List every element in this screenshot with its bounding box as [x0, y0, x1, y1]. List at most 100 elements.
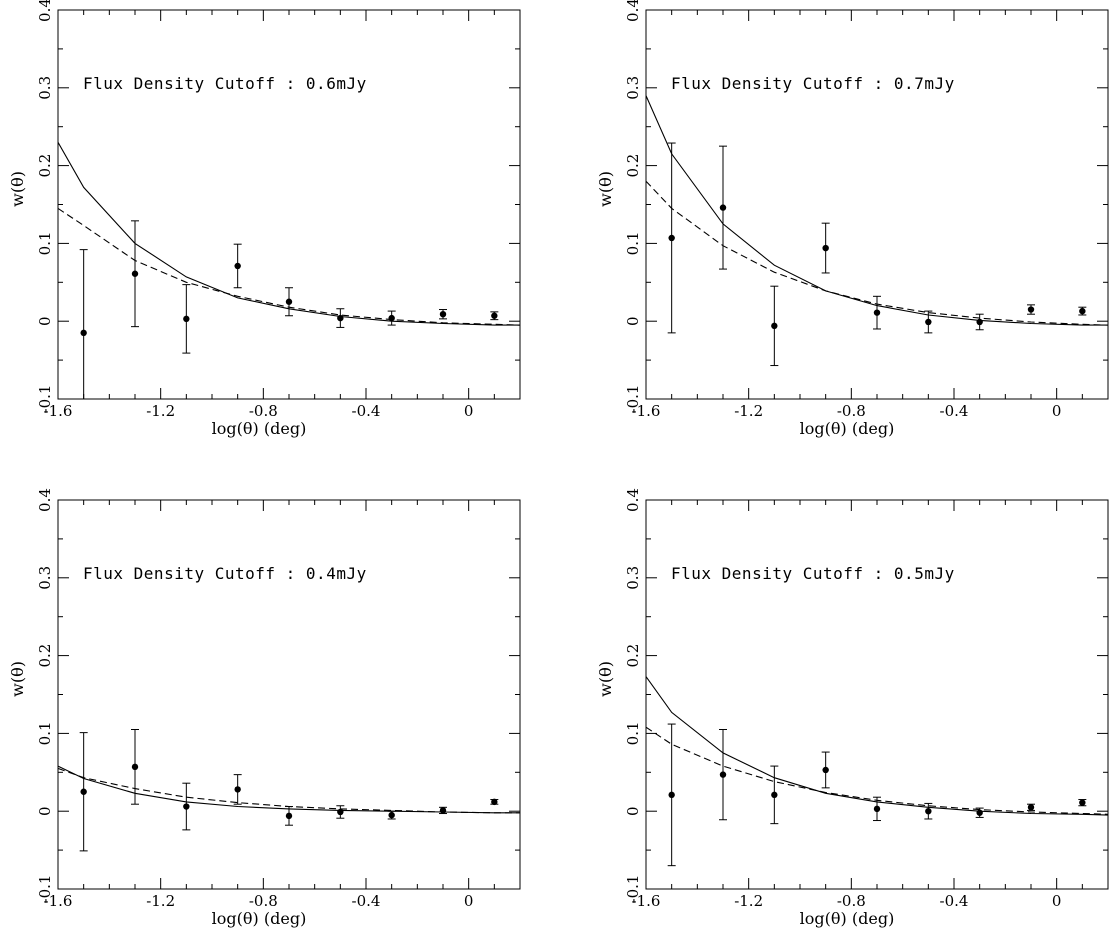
- data-point: [131, 729, 139, 805]
- x-tick-label: -0.8: [837, 892, 866, 910]
- y-axis-label: w(θ): [596, 171, 615, 207]
- data-point: [336, 308, 345, 328]
- data-point: [667, 723, 676, 867]
- data-marker: [285, 812, 293, 820]
- plot-frame: [57, 9, 521, 400]
- y-tick-label: -0.1: [624, 385, 642, 414]
- data-point: [79, 249, 88, 399]
- data-marker: [131, 270, 139, 277]
- x-tick-label: -0.8: [249, 892, 278, 910]
- data-marker: [1027, 306, 1035, 313]
- data-point: [1078, 799, 1087, 807]
- y-tick-label: 0.2: [624, 154, 642, 178]
- y-tick-label: 0: [36, 316, 54, 326]
- data-point: [79, 732, 88, 852]
- x-tick-label: -0.4: [940, 402, 969, 420]
- data-point: [387, 810, 396, 820]
- data-point: [490, 798, 499, 806]
- data-marker: [771, 322, 778, 330]
- flux-cutoff-annotation: Flux Density Cutoff : 0.6mJy: [83, 74, 367, 93]
- y-tick-label: 0.3: [624, 76, 642, 100]
- data-marker: [80, 329, 87, 337]
- data-point: [1027, 803, 1035, 811]
- y-tick-label: 0.1: [36, 231, 54, 255]
- plot-frame: [57, 499, 521, 890]
- x-tick-label: 0: [1052, 402, 1062, 420]
- y-tick-label: 0: [624, 806, 642, 816]
- data-marker: [439, 310, 447, 318]
- data-point: [131, 220, 139, 328]
- data-marker: [337, 808, 344, 816]
- data-point: [821, 751, 830, 789]
- data-marker: [439, 807, 447, 814]
- y-tick-label: 0: [624, 316, 642, 326]
- data-marker: [771, 791, 778, 799]
- data-marker: [1079, 307, 1086, 315]
- plot-frame: [645, 499, 1109, 890]
- data-marker: [1079, 799, 1086, 806]
- y-tick-label: 0.2: [624, 644, 642, 668]
- x-tick-label: 0: [464, 402, 474, 420]
- data-point: [719, 145, 727, 270]
- data-point: [975, 313, 984, 331]
- data-marker: [131, 763, 139, 771]
- model-curve-dashed: [58, 207, 520, 326]
- y-tick-label: -0.1: [36, 875, 54, 904]
- y-tick-label: 0.3: [36, 566, 54, 590]
- data-marker: [925, 808, 932, 815]
- data-point: [667, 142, 676, 334]
- x-tick-label: -0.8: [249, 402, 278, 420]
- y-axis-label: w(θ): [8, 171, 27, 207]
- chart-panel-2: -1.6 -1.2 -0.8 -0.4 0 -0.1 0 0.1 0.2 0.3 0.4 log(θ)…: [596, 0, 1109, 438]
- chart-panel-3: -1.6 -1.2 -0.8 -0.4 0 -0.1 0 0.1 0.2 0.3 0.4 log(θ)…: [8, 488, 521, 928]
- x-axis-label: log(θ) (deg): [800, 909, 895, 928]
- model-curve-solid: [646, 95, 1108, 326]
- data-marker: [234, 786, 241, 793]
- x-tick-label: -0.4: [352, 892, 381, 910]
- data-marker: [719, 204, 727, 211]
- data-point: [821, 222, 830, 274]
- data-point: [182, 782, 191, 831]
- x-tick-label: -1.6: [632, 402, 661, 420]
- data-marker: [873, 309, 881, 316]
- data-point: [719, 729, 727, 821]
- x-tick-label: -1.2: [146, 402, 175, 420]
- y-tick-label: 0: [36, 806, 54, 816]
- plot-frame: [645, 9, 1109, 400]
- y-tick-label: 0.1: [624, 721, 642, 745]
- data-marker: [491, 798, 498, 806]
- data-marker: [183, 803, 190, 810]
- data-point: [1078, 306, 1087, 316]
- x-axis-label: log(θ) (deg): [212, 909, 307, 928]
- flux-cutoff-annotation: Flux Density Cutoff : 0.7mJy: [671, 74, 955, 93]
- data-marker: [925, 318, 932, 326]
- data-marker: [822, 766, 829, 774]
- y-tick-label: 0.1: [624, 231, 642, 255]
- data-marker: [822, 244, 829, 252]
- x-tick-label: 0: [464, 892, 474, 910]
- y-tick-label: 0.4: [624, 0, 642, 22]
- y-tick-label: 0.4: [36, 488, 54, 512]
- model-curve-dashed: [58, 767, 520, 814]
- y-tick-label: 0.3: [36, 76, 54, 100]
- y-tick-label: 0.3: [624, 566, 642, 590]
- data-point: [924, 802, 933, 820]
- x-tick-label: -1.6: [44, 402, 73, 420]
- data-point: [770, 765, 779, 825]
- flux-cutoff-annotation: Flux Density Cutoff : 0.5mJy: [671, 564, 955, 583]
- data-marker: [388, 811, 395, 819]
- data-marker: [183, 315, 190, 323]
- y-axis-label: w(θ): [596, 661, 615, 697]
- data-point: [439, 806, 447, 815]
- x-tick-label: -1.2: [146, 892, 175, 910]
- chart-panel-1: -1.6 -1.2 -0.8 -0.4 0 -0.1 0 0.1 0.2 0.3 0.4 log(θ)…: [8, 0, 521, 438]
- x-tick-label: -1.6: [632, 892, 661, 910]
- data-marker: [873, 805, 881, 813]
- x-tick-label: -0.4: [352, 402, 381, 420]
- x-tick-label: -1.6: [44, 892, 73, 910]
- model-curve-dashed: [646, 726, 1108, 815]
- y-axis-label: w(θ): [8, 661, 27, 697]
- y-tick-label: 0.4: [624, 488, 642, 512]
